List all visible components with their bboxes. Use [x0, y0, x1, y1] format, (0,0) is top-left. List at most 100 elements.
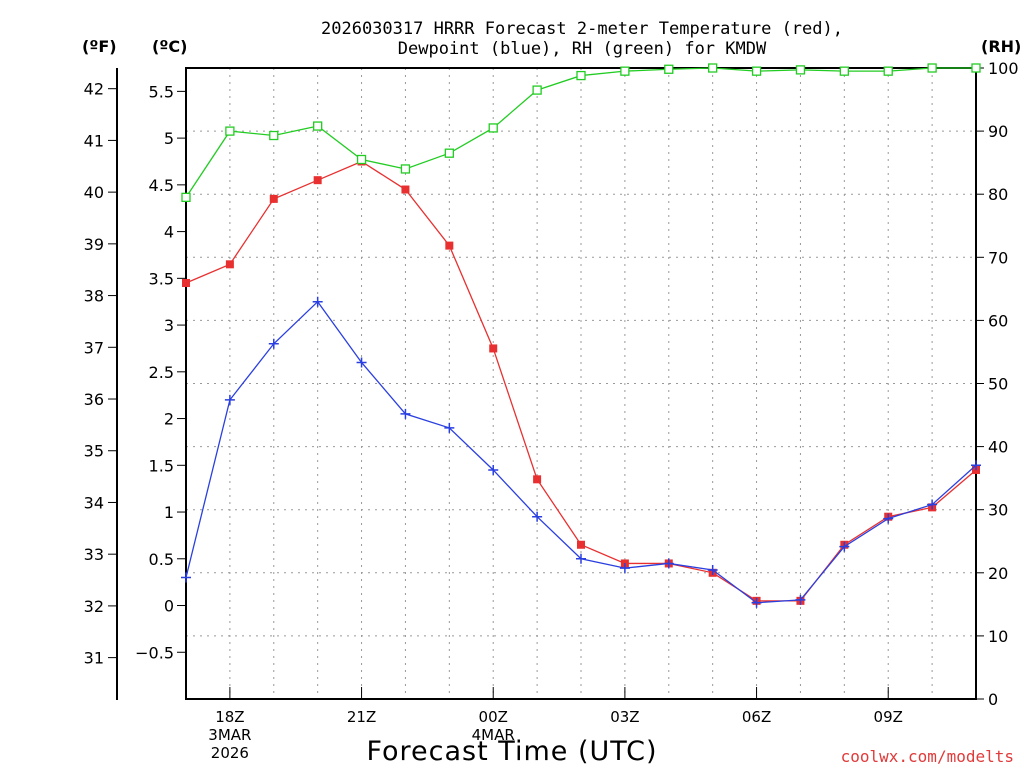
- rh-point: [444, 148, 454, 158]
- celsius-tick-label: 4.5: [149, 176, 174, 195]
- celsius-tick-label: 5: [164, 129, 174, 148]
- x-tick-label: 00Z: [479, 708, 508, 726]
- fahrenheit-tick-label: 35: [84, 442, 104, 461]
- celsius-tick-label: 1.5: [149, 456, 174, 475]
- temperature-point: [401, 185, 410, 194]
- rh-point: [356, 154, 367, 165]
- rh-point: [532, 85, 542, 95]
- temperature-point: [577, 540, 585, 549]
- dewpoint-point: [619, 563, 630, 574]
- x-axis-title: Forecast Time (UTC): [366, 736, 657, 767]
- fahrenheit-tick-label: 38: [84, 287, 104, 306]
- celsius-tick-label: 2: [164, 410, 174, 429]
- rh-tick-label: 20: [988, 564, 1008, 583]
- rh-point: [225, 126, 235, 136]
- rh-tick-label: 90: [988, 122, 1008, 141]
- rh-tick-label: 30: [988, 501, 1008, 520]
- fahrenheit-tick-label: 40: [84, 183, 104, 202]
- x-tick-label: 21Z: [347, 708, 376, 726]
- chart-title-line2: Dewpoint (blue), RH (green) for KMDW: [398, 39, 767, 59]
- x-tick-label: 09Z: [874, 708, 903, 726]
- x-tick-label: 2026: [211, 744, 249, 762]
- rh-point: [181, 192, 191, 203]
- rh-tick-label: 80: [988, 185, 1008, 204]
- celsius-tick-label: 0: [164, 597, 174, 616]
- rh-tick-label: 0: [988, 690, 998, 709]
- fahrenheit-tick-label: 41: [84, 131, 104, 150]
- celsius-tick-label: 1: [164, 503, 174, 522]
- dewpoint-point: [400, 408, 411, 419]
- tick-labels: 313233343536373839404142−0.500.511.522.5…: [84, 59, 1019, 762]
- rh-point: [795, 65, 806, 75]
- dewpoint-point: [883, 513, 894, 524]
- rh-axis-label: (RH): [981, 37, 1021, 56]
- temp-line: [185, 160, 977, 602]
- dewpoint-point: [488, 464, 499, 475]
- rh-tick-label: 60: [988, 311, 1008, 330]
- x-tick-label: 4MAR: [472, 726, 515, 744]
- fahrenheit-tick-label: 37: [84, 338, 104, 357]
- temperature-point: [445, 241, 454, 250]
- fahrenheit-tick-label: 31: [84, 649, 104, 668]
- rh-point: [488, 123, 498, 133]
- rh-point: [664, 64, 674, 74]
- celsius-tick-label: 3.5: [149, 269, 174, 288]
- dewpoint-point: [927, 499, 938, 510]
- dewpoint-point: [268, 338, 279, 349]
- rh-point: [269, 130, 279, 141]
- dewpoint-point: [312, 296, 323, 307]
- dewpoint-point: [971, 460, 981, 471]
- axes: [108, 67, 984, 700]
- fahrenheit-tick-label: 34: [84, 493, 104, 512]
- temperature-point: [489, 344, 498, 353]
- fahrenheit-tick-label: 32: [84, 597, 104, 616]
- dewpoint-point: [224, 394, 235, 405]
- dewpoint-point: [707, 564, 718, 575]
- fahrenheit-tick-label: 33: [84, 545, 104, 564]
- temperature-point: [225, 260, 234, 269]
- fahrenheit-tick-label: 36: [84, 390, 104, 409]
- rh-tick-label: 100: [988, 59, 1019, 78]
- dewpoint-point: [181, 572, 191, 583]
- rh-point: [576, 70, 586, 81]
- rh-tick-label: 70: [988, 248, 1008, 267]
- data-series: [181, 63, 981, 608]
- celsius-axis-label: (ºC): [152, 37, 187, 56]
- temperature-point: [313, 176, 322, 185]
- rh-point: [883, 66, 893, 76]
- credit-link[interactable]: coolwx.com/modelts: [841, 747, 1014, 766]
- rh-point: [971, 63, 981, 73]
- celsius-tick-label: 2.5: [149, 363, 174, 382]
- x-tick-label: 06Z: [742, 708, 771, 726]
- fahrenheit-axis-label: (ºF): [82, 37, 117, 56]
- celsius-tick-label: −0.5: [135, 643, 174, 662]
- dewpoint-point: [532, 511, 543, 522]
- fahrenheit-tick-label: 42: [84, 80, 104, 99]
- rh-point: [751, 66, 762, 76]
- dewpoint-point: [356, 357, 367, 368]
- celsius-tick-label: 0.5: [149, 550, 174, 569]
- chart-title-line1: 2026030317 HRRR Forecast 2-meter Tempera…: [321, 19, 843, 39]
- dewpoint-point: [751, 597, 762, 608]
- dewpoint-point: [444, 422, 455, 433]
- grid-lines: [186, 68, 976, 699]
- temperature-point: [182, 279, 190, 288]
- dewpoint-point: [839, 541, 850, 552]
- fahrenheit-tick-label: 39: [84, 235, 104, 254]
- rh-tick-label: 40: [988, 438, 1008, 457]
- celsius-tick-label: 3: [164, 316, 174, 335]
- rh-tick-label: 10: [988, 627, 1008, 646]
- x-tick-label: 03Z: [610, 708, 639, 726]
- rh-point: [400, 164, 411, 174]
- celsius-tick-label: 4: [164, 223, 174, 242]
- temperature-point: [533, 475, 542, 484]
- x-tick-label: 3MAR: [208, 726, 251, 744]
- dewpoint-point: [795, 594, 806, 605]
- dewpoint-point: [576, 553, 586, 564]
- rh-point: [620, 66, 630, 76]
- rh-point: [313, 121, 323, 131]
- temperature-point: [269, 194, 278, 203]
- rh-point: [839, 66, 849, 76]
- celsius-tick-label: 5.5: [149, 82, 174, 101]
